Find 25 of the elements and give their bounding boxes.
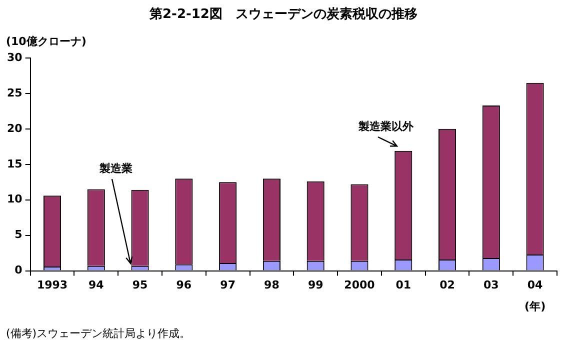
x-tick-label: 1993: [36, 278, 68, 292]
y-tick-label: 0: [14, 264, 23, 277]
x-tick-label: 95: [132, 278, 148, 292]
x-tick-label: 2000: [344, 278, 376, 292]
x-tick-label: 97: [220, 278, 236, 292]
x-tick-label: 04: [527, 278, 544, 292]
x-tick-label: 94: [88, 278, 104, 292]
series-label: 製造業以外: [358, 118, 414, 134]
y-axis-title: (10億クローナ): [6, 34, 86, 49]
x-tick-label: 96: [176, 278, 192, 292]
y-tick-label: 30: [6, 50, 23, 64]
text: 製造業: [99, 161, 132, 176]
x-tick-label: 01: [396, 278, 412, 292]
y-tick-label: 20: [6, 122, 23, 135]
x-axis-title: (年): [524, 299, 546, 314]
y-tick-label: 5: [14, 228, 22, 242]
text: (備考)スウェーデン統計局より作成。: [6, 326, 191, 341]
x-tick-label: 99: [308, 278, 324, 292]
y-tick-label: 25: [6, 86, 22, 100]
x-tick-label: 03: [484, 278, 499, 292]
x-tick-label: 02: [440, 278, 455, 292]
chart-title: 第2-2-12図 スウェーデンの炭素税収の推移: [148, 6, 418, 23]
y-tick-label: 15: [6, 157, 22, 170]
x-tick-label: 98: [264, 278, 280, 292]
y-tick-label: 10: [6, 192, 23, 206]
